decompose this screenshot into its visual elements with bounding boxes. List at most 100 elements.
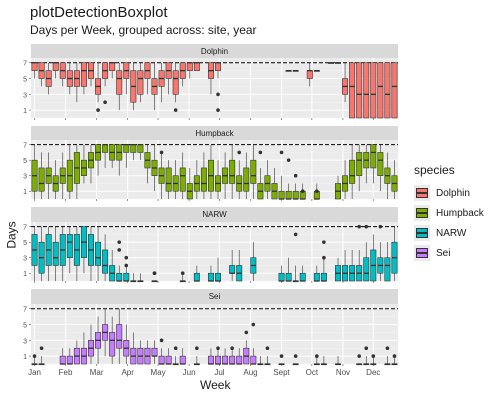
outlier-point xyxy=(258,150,263,155)
y-tick-label: 5 xyxy=(23,323,27,330)
box-humpback xyxy=(38,167,45,192)
box-dolphin xyxy=(215,62,222,71)
outlier-point xyxy=(371,354,376,358)
outlier-point xyxy=(152,271,157,276)
box-narw xyxy=(95,241,102,266)
box-dolphin xyxy=(186,62,193,71)
box-sei xyxy=(229,355,236,365)
x-tick-label: Jun xyxy=(183,368,196,377)
box-dolphin xyxy=(363,62,370,119)
outlier-point xyxy=(124,263,129,268)
box-dolphin xyxy=(116,70,123,95)
outlier-point xyxy=(39,346,44,351)
y-tick-label: 5 xyxy=(23,240,27,247)
legend: species Dolphin Humpback NARW Sei xyxy=(414,163,484,263)
box-dolphin xyxy=(370,62,377,119)
y-tick-label: 1 xyxy=(23,108,27,115)
outlier-point xyxy=(357,224,361,229)
outlier-point xyxy=(300,189,305,194)
box-dolphin xyxy=(52,62,59,71)
outlier-point xyxy=(124,255,129,260)
box-sei xyxy=(250,355,257,365)
y-tick-label: 1 xyxy=(23,189,27,196)
box-sei xyxy=(222,355,229,365)
outlier-point xyxy=(251,322,256,327)
y-tick-label: 3 xyxy=(23,256,27,263)
chart-subtitle: Days per Week, grouped across: site, yea… xyxy=(30,23,257,37)
box-humpback xyxy=(370,144,377,169)
y-tick-label: 7 xyxy=(23,61,27,68)
box-dolphin xyxy=(193,62,200,71)
facet-strip-dolphin xyxy=(31,44,398,58)
legend-label-narw: NARW xyxy=(436,227,467,239)
legend-key-sei xyxy=(414,245,430,261)
box-narw xyxy=(102,249,109,274)
x-tick-label: May xyxy=(150,368,165,377)
outlier-point xyxy=(293,354,298,358)
outlier-point xyxy=(173,346,178,351)
legend-key-dolphin xyxy=(414,185,430,201)
box-humpback xyxy=(137,144,144,153)
y-tick-label: 1 xyxy=(23,354,27,361)
outlier-point xyxy=(180,271,185,276)
outlier-point xyxy=(378,224,383,229)
box-humpback xyxy=(102,144,109,153)
facet-label-humpback: Humpback xyxy=(195,129,234,138)
outlier-point xyxy=(322,255,326,260)
outlier-point xyxy=(293,173,298,178)
box-dolphin xyxy=(306,70,313,79)
box-narw xyxy=(66,234,73,259)
box-dolphin xyxy=(172,70,179,95)
outlier-point xyxy=(230,346,234,351)
box-dolphin xyxy=(109,62,116,71)
outlier-point xyxy=(286,158,291,162)
legend-item-dolphin: Dolphin xyxy=(414,183,484,203)
legend-key-narw xyxy=(414,225,430,241)
box-narw xyxy=(285,272,292,282)
outlier-point xyxy=(315,189,319,194)
box-sei xyxy=(158,355,165,365)
box-dolphin xyxy=(377,62,384,119)
facet-strip-sei xyxy=(31,289,398,304)
x-tick-label: Dec xyxy=(366,368,380,377)
box-dolphin xyxy=(80,62,87,87)
y-tick-label: 7 xyxy=(23,143,27,150)
outlier-point xyxy=(216,92,220,97)
box-narw xyxy=(52,241,59,266)
legend-label-sei: Sei xyxy=(436,247,451,259)
outlier-point xyxy=(293,232,298,237)
x-tick-label: Mar xyxy=(90,368,104,377)
outlier-point xyxy=(159,338,164,343)
box-humpback xyxy=(377,152,384,177)
y-tick-label: 1 xyxy=(23,271,27,278)
box-narw xyxy=(299,272,306,282)
outlier-point xyxy=(96,108,100,112)
box-sei xyxy=(179,355,186,365)
box-narw xyxy=(123,272,130,282)
box-humpback xyxy=(179,167,186,192)
box-dolphin xyxy=(391,62,398,119)
y-tick-label: 3 xyxy=(23,92,27,99)
outlier-point xyxy=(195,346,199,351)
outlier-point xyxy=(216,346,220,351)
outlier-point xyxy=(244,330,249,335)
box-dolphin xyxy=(349,62,356,119)
box-narw xyxy=(207,272,214,282)
box-sei xyxy=(215,355,222,365)
outlier-point xyxy=(279,354,284,358)
box-narw xyxy=(313,272,320,282)
facet-label-sei: Sei xyxy=(209,292,221,301)
y-tick-label: 5 xyxy=(23,77,27,84)
box-humpback xyxy=(356,152,363,177)
y-tick-label: 3 xyxy=(23,174,27,181)
outlier-point xyxy=(216,108,220,112)
box-humpback xyxy=(250,159,257,184)
facet-label-dolphin: Dolphin xyxy=(201,47,228,56)
box-humpback xyxy=(285,190,292,200)
y-axis-label: Days xyxy=(4,221,19,249)
box-humpback xyxy=(278,190,285,200)
y-tick-label: 3 xyxy=(23,338,27,345)
legend-title: species xyxy=(414,163,455,177)
box-humpback xyxy=(229,159,236,184)
box-humpback xyxy=(165,167,172,192)
